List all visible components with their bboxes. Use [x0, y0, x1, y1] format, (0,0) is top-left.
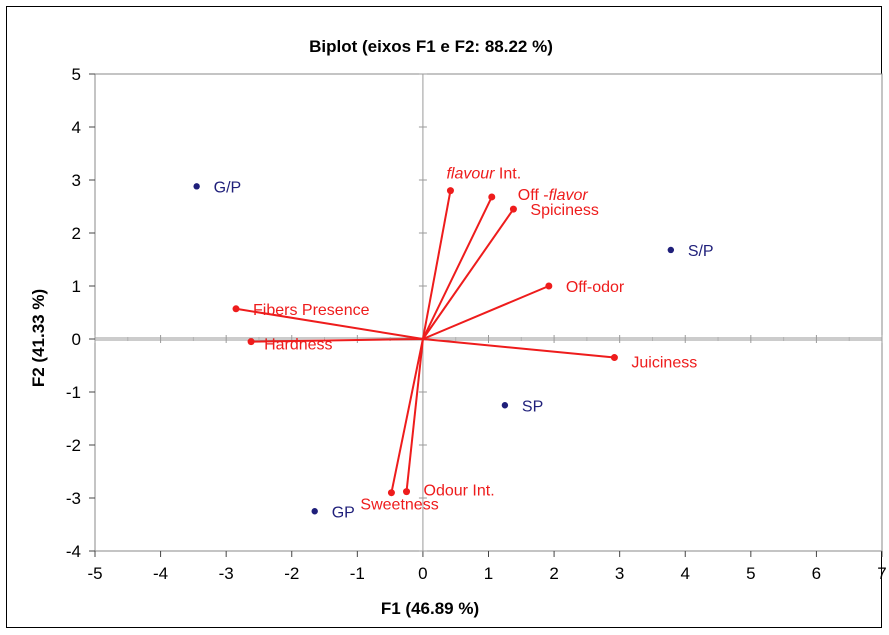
tick-labels: -5 -4 -3 -2 -1 0 1 2 3 4 5 6 7 5 4 3 2 1 0 -1 -2 -3 -4	[66, 65, 887, 583]
variable-vector	[251, 338, 423, 343]
variable-label: Juiciness	[631, 355, 697, 372]
x-tick-label: 0	[418, 564, 427, 583]
x-tick-label: 1	[484, 564, 493, 583]
x-axis-title: F1 (46.89 %)	[381, 599, 479, 618]
y-tick-label: 4	[72, 118, 81, 137]
variable-point	[509, 205, 517, 213]
variable-point	[403, 488, 411, 496]
y-tick-label: 0	[72, 330, 81, 349]
x-tick-label: 2	[549, 564, 558, 583]
variable-vector	[422, 208, 515, 340]
variable-point	[446, 187, 454, 195]
y-tick-label: -3	[66, 489, 81, 508]
variable-vector	[422, 285, 550, 340]
variable-label: Off -flavor	[518, 187, 589, 204]
x-tick-label: 4	[681, 564, 690, 583]
variable-label: Sweetness	[360, 497, 438, 514]
variable-label: flavour Int.	[446, 166, 521, 183]
y-tick-label: 1	[72, 277, 81, 296]
observation-label: SP	[522, 398, 543, 415]
variable-point	[247, 338, 255, 346]
x-tick-label: -4	[153, 564, 168, 583]
x-tick-label: -5	[87, 564, 102, 583]
observation-point	[193, 183, 200, 190]
observation-point	[501, 402, 509, 409]
y-tick-label: 5	[72, 65, 81, 84]
x-tick-label: 6	[812, 564, 821, 583]
variable-label: Off-odor	[566, 279, 625, 296]
variable-vector	[390, 338, 424, 493]
y-tick-label: 2	[72, 224, 81, 243]
x-tick-label: 7	[877, 564, 886, 583]
variable-vector	[422, 196, 493, 340]
x-tick-label: 3	[615, 564, 624, 583]
variable-vector	[235, 307, 424, 340]
variable-vector	[405, 338, 424, 492]
observation-point	[667, 246, 675, 254]
variable-vector	[422, 338, 615, 359]
variable-label: Fibers Presence	[253, 302, 370, 319]
y-tick-label: -4	[66, 542, 81, 561]
variable-label: Hardness	[264, 337, 332, 354]
x-tick-label: -3	[219, 564, 234, 583]
observation-label: S/P	[688, 243, 714, 260]
y-tick-label: 3	[72, 171, 81, 190]
plot-area	[94, 73, 883, 552]
y-tick-label: -2	[66, 436, 81, 455]
chart-title: Biplot (eixos F1 e F2: 88.22 %)	[309, 37, 553, 56]
observation-label: G/P	[214, 179, 242, 196]
variable-point	[545, 282, 553, 290]
variable-vector	[421, 190, 452, 340]
x-tick-label: -1	[350, 564, 365, 583]
x-tick-label: 5	[746, 564, 755, 583]
observation-point	[311, 508, 318, 515]
y-axis-title: F2 (41.33 %)	[29, 289, 48, 387]
observation-label: GP	[332, 504, 355, 521]
axes-layer	[89, 73, 883, 557]
y-tick-label: -1	[66, 383, 81, 402]
variable-label: Odour Int.	[424, 483, 495, 500]
x-tick-label: -2	[284, 564, 299, 583]
variable-point	[387, 489, 395, 497]
variable-point	[610, 354, 618, 362]
variable-label: Spiciness	[530, 202, 598, 219]
variable-point	[232, 305, 240, 313]
variable-point	[488, 193, 496, 201]
observation-points: G/P S/P SP GP	[193, 179, 714, 521]
